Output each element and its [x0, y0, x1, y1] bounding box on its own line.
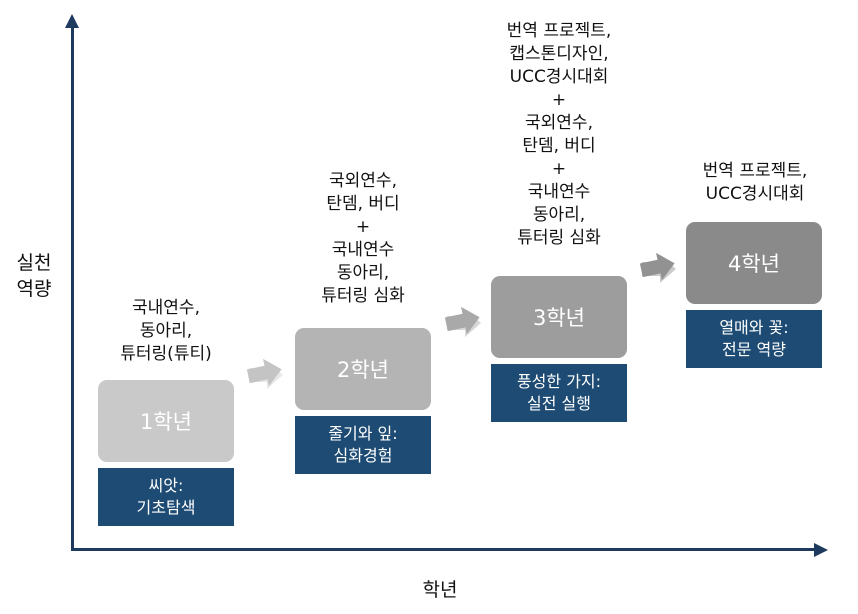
stage-2-caption: 줄기와 잎: 심화경험 — [295, 416, 431, 474]
activity-line: 튜터링 심화 — [321, 286, 405, 306]
step-arrow-icon — [246, 358, 283, 389]
activity-line: 국내연수 — [527, 182, 591, 202]
activity-line: + — [355, 217, 371, 237]
activity-line: + — [551, 159, 567, 179]
y-axis-label: 실천 역량 — [8, 250, 60, 302]
caption-line: 기초탐색 — [136, 498, 196, 517]
activity-line: 국내연수, — [132, 298, 200, 318]
stage-1-activities: 국내연수, 동아리, 튜터링(튜티) — [86, 297, 246, 366]
y-axis-label-line: 실천 — [16, 252, 52, 274]
stage-3-year-box: 3학년 — [491, 276, 627, 358]
caption-line: 열매와 꽃: — [719, 318, 789, 337]
activity-line: 튜터링(튜티) — [120, 344, 212, 364]
caption-line: 풍성한 가지: — [516, 372, 602, 391]
activity-line: 탄뎀, 버디 — [522, 136, 596, 156]
y-axis — [71, 26, 74, 551]
stage-2-year-box: 2학년 — [295, 328, 431, 410]
y-axis-label-line: 역량 — [16, 278, 52, 300]
activity-line: 국외연수, — [525, 113, 593, 133]
x-axis — [71, 548, 816, 551]
activity-line: UCC경시대회 — [705, 184, 805, 204]
activity-line: 튜터링 심화 — [517, 228, 601, 248]
activity-line: 동아리, — [336, 263, 390, 283]
activity-line: 번역 프로젝트, — [702, 161, 808, 181]
stage-4-caption: 열매와 꽃: 전문 역량 — [686, 310, 822, 368]
stage-4-activities: 번역 프로젝트, UCC경시대회 — [672, 160, 838, 206]
activity-line: UCC경시대회 — [509, 67, 609, 87]
stage-1-year-box: 1학년 — [98, 380, 234, 462]
activity-line: 캡스톤디자인, — [509, 44, 609, 64]
activity-line: + — [551, 90, 567, 110]
activity-line: 국외연수, — [329, 171, 397, 191]
caption-line: 심화경험 — [333, 446, 393, 465]
caption-line: 줄기와 잎: — [328, 424, 398, 443]
stage-3-caption: 풍성한 가지: 실전 실행 — [491, 364, 627, 422]
stage-1-caption: 씨앗: 기초탐색 — [98, 468, 234, 526]
activity-line: 번역 프로젝트, — [506, 21, 612, 41]
activity-line: 동아리, — [139, 321, 193, 341]
caption-line: 씨앗: — [148, 476, 184, 495]
stage-3-activities: 번역 프로젝트, 캡스톤디자인, UCC경시대회 + 국외연수, 탄뎀, 버디 … — [471, 20, 647, 250]
caption-line: 실전 실행 — [527, 394, 591, 413]
stage-4-year-box: 4학년 — [686, 222, 822, 304]
stage-2-activities: 국외연수, 탄뎀, 버디 + 국내연수 동아리, 튜터링 심화 — [275, 170, 451, 308]
x-axis-label: 학년 — [422, 579, 458, 601]
x-axis-arrow-icon — [814, 543, 828, 557]
activity-line: 동아리, — [532, 205, 586, 225]
step-arrow-icon — [639, 252, 676, 283]
activity-line: 국내연수 — [331, 240, 395, 260]
caption-line: 전문 역량 — [722, 340, 786, 359]
activity-line: 탄뎀, 버디 — [326, 194, 400, 214]
y-axis-arrow-icon — [65, 14, 79, 28]
step-arrow-icon — [444, 306, 481, 337]
